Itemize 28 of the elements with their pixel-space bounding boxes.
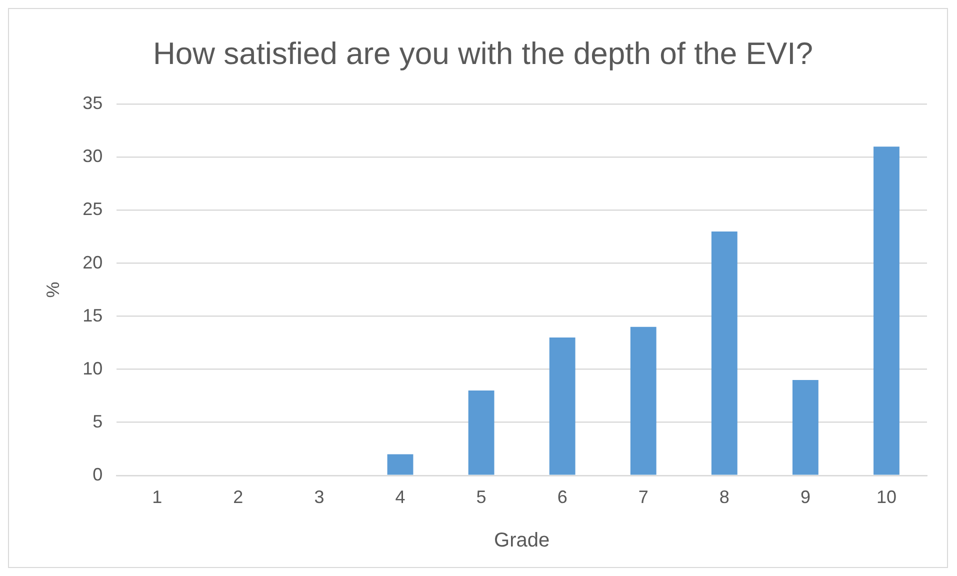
x-tick-label: 5 [476, 487, 486, 508]
y-tick-label: 10 [82, 358, 103, 378]
bar [468, 390, 494, 475]
x-tick-label: 3 [314, 487, 324, 508]
x-tick-label: 4 [395, 487, 406, 508]
bar [874, 146, 900, 475]
x-tick-label: 8 [719, 487, 730, 508]
y-tick-label: 5 [92, 411, 103, 432]
bar [630, 326, 656, 475]
chart-title: How satisfied are you with the depth of the EVI? [153, 36, 813, 72]
y-tick-label: 30 [82, 146, 103, 166]
y-tick-label: 20 [82, 252, 103, 272]
bar [711, 231, 738, 475]
y-tick-label: 0 [92, 464, 103, 484]
x-tick-label: 2 [233, 487, 244, 508]
x-axis-title: Grade [494, 530, 550, 552]
x-tick-label: 7 [638, 487, 648, 508]
x-tick-label: 6 [557, 487, 568, 508]
y-tick-label: 25 [82, 199, 103, 220]
x-tick-label: 9 [800, 487, 810, 508]
bar [549, 338, 576, 475]
bar [792, 380, 818, 475]
y-tick-label: 35 [82, 93, 103, 114]
bar [387, 454, 414, 475]
x-tick-label: 1 [152, 487, 162, 508]
y-tick-label: 15 [82, 305, 103, 326]
x-tick-label: 10 [876, 487, 896, 508]
y-axis-title: % [42, 282, 63, 298]
